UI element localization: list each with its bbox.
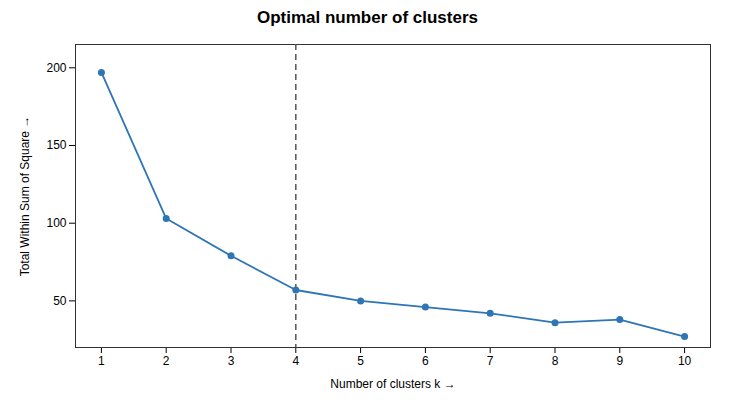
svg-text:8: 8	[552, 354, 559, 368]
svg-text:100: 100	[46, 216, 66, 230]
svg-text:7: 7	[487, 354, 494, 368]
svg-text:200: 200	[46, 61, 66, 75]
svg-text:150: 150	[46, 138, 66, 152]
svg-text:Number of clusters k →: Number of clusters k →	[330, 377, 455, 391]
svg-text:10: 10	[678, 354, 692, 368]
svg-text:3: 3	[228, 354, 235, 368]
svg-text:5: 5	[357, 354, 364, 368]
svg-text:4: 4	[292, 354, 299, 368]
svg-text:6: 6	[422, 354, 429, 368]
html-text:Optimal number of clusters: Optimal number of clusters	[257, 8, 478, 27]
svg-text:2: 2	[163, 354, 170, 368]
svg-text:9: 9	[616, 354, 623, 368]
svg-text:1: 1	[98, 354, 105, 368]
svg-text:50: 50	[53, 294, 67, 308]
svg-text:Total Within Sum of Square →: Total Within Sum of Square →	[18, 116, 32, 277]
